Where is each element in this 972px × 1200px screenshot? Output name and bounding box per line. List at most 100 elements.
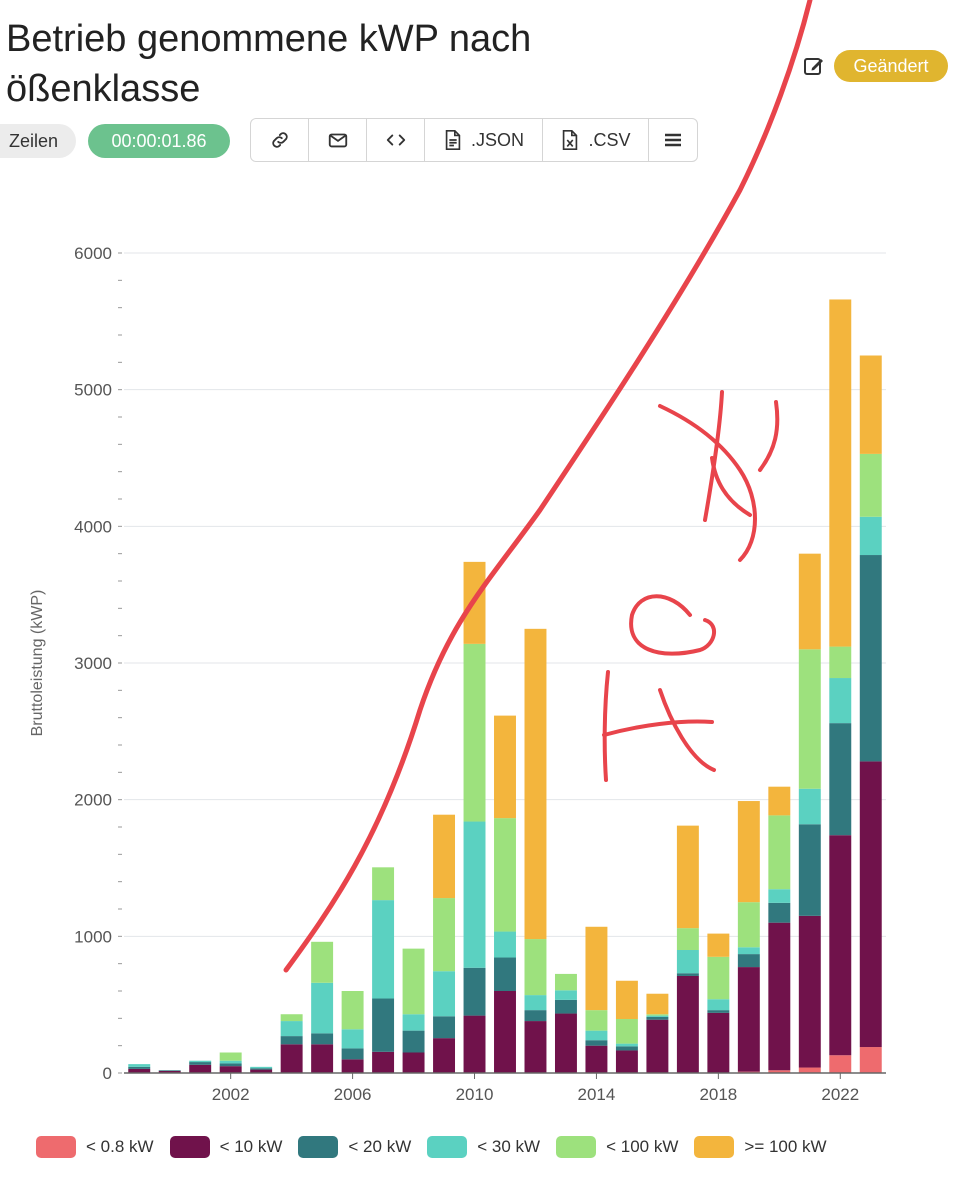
bar-segment[interactable]: [585, 1040, 608, 1046]
bar-segment[interactable]: [646, 993, 669, 1015]
bar-segment[interactable]: [341, 1048, 364, 1060]
bar-segment[interactable]: [676, 928, 699, 950]
bar-segment[interactable]: [676, 975, 699, 1073]
bar-segment[interactable]: [615, 1019, 638, 1044]
bar-segment[interactable]: [829, 1055, 852, 1073]
bar-segment[interactable]: [463, 821, 486, 968]
bar-segment[interactable]: [798, 649, 821, 789]
bar-segment[interactable]: [707, 999, 730, 1011]
bar-segment[interactable]: [676, 950, 699, 974]
bar-segment[interactable]: [433, 898, 456, 972]
bar-segment[interactable]: [524, 628, 547, 940]
bar-segment[interactable]: [494, 818, 516, 932]
bar-segment[interactable]: [402, 948, 425, 1015]
bar-segment[interactable]: [859, 516, 882, 556]
bar-segment[interactable]: [585, 1030, 608, 1041]
bar-segment[interactable]: [128, 1066, 151, 1069]
legend-item[interactable]: >= 100 kW: [694, 1136, 827, 1158]
bar-segment[interactable]: [433, 971, 456, 1017]
bar-segment[interactable]: [859, 761, 882, 1048]
bar-segment[interactable]: [433, 814, 456, 899]
bar-segment[interactable]: [829, 678, 852, 724]
bar-segment[interactable]: [768, 786, 791, 816]
bar-segment[interactable]: [280, 1021, 303, 1037]
bar-segment[interactable]: [311, 1033, 334, 1045]
bar-segment[interactable]: [311, 982, 334, 1034]
legend-item[interactable]: < 100 kW: [556, 1136, 678, 1158]
bar-segment[interactable]: [311, 941, 334, 983]
bar-segment[interactable]: [554, 973, 577, 991]
bar-segment[interactable]: [433, 1038, 456, 1073]
bar-segment[interactable]: [341, 991, 364, 1030]
bar-segment[interactable]: [463, 967, 486, 1016]
bar-segment[interactable]: [737, 954, 760, 968]
bar-segment[interactable]: [798, 788, 821, 825]
bar-segment[interactable]: [219, 1060, 242, 1064]
bar-segment[interactable]: [524, 995, 547, 1011]
bar-segment[interactable]: [128, 1064, 151, 1067]
bar-segment[interactable]: [798, 1067, 821, 1073]
bar-segment[interactable]: [859, 453, 882, 517]
bar-segment[interactable]: [554, 1013, 577, 1073]
bar-segment[interactable]: [737, 902, 760, 948]
bar-segment[interactable]: [494, 991, 516, 1073]
bar-segment[interactable]: [219, 1052, 242, 1061]
bar-segment[interactable]: [341, 1059, 364, 1073]
bar-segment[interactable]: [250, 1068, 273, 1070]
bar-segment[interactable]: [768, 815, 791, 890]
bar-segment[interactable]: [250, 1069, 273, 1073]
bar-segment[interactable]: [859, 1047, 882, 1073]
bar-segment[interactable]: [707, 1010, 730, 1013]
bar-segment[interactable]: [189, 1062, 212, 1065]
bar-segment[interactable]: [372, 900, 395, 999]
bar-segment[interactable]: [707, 933, 730, 957]
bar-segment[interactable]: [646, 1014, 669, 1016]
bar-segment[interactable]: [524, 1021, 547, 1073]
bar-segment[interactable]: [768, 922, 791, 1071]
bar-segment[interactable]: [737, 947, 760, 955]
bar-segment[interactable]: [737, 967, 760, 1072]
legend-item[interactable]: < 10 kW: [169, 1136, 282, 1158]
bar-segment[interactable]: [768, 902, 791, 923]
legend-item[interactable]: < 20 kW: [298, 1136, 411, 1158]
bar-segment[interactable]: [737, 801, 760, 903]
bar-segment[interactable]: [768, 889, 791, 903]
bar-segment[interactable]: [311, 1044, 334, 1073]
bar-segment[interactable]: [615, 1050, 638, 1073]
bar-segment[interactable]: [829, 646, 852, 679]
bar-segment[interactable]: [554, 990, 577, 1000]
bar-segment[interactable]: [463, 561, 486, 644]
bar-segment[interactable]: [189, 1060, 212, 1063]
bar-segment[interactable]: [676, 973, 699, 976]
bar-segment[interactable]: [280, 1044, 303, 1073]
bar-segment[interactable]: [524, 939, 547, 996]
bar-segment[interactable]: [463, 1015, 486, 1073]
bar-segment[interactable]: [707, 1012, 730, 1073]
bar-segment[interactable]: [494, 957, 516, 991]
bar-segment[interactable]: [798, 915, 821, 1068]
bar-segment[interactable]: [676, 825, 699, 929]
bar-segment[interactable]: [463, 643, 486, 822]
bar-segment[interactable]: [646, 1015, 669, 1017]
legend-item[interactable]: < 0.8 kW: [36, 1136, 154, 1158]
bar-segment[interactable]: [280, 1036, 303, 1045]
bar-segment[interactable]: [554, 999, 577, 1014]
bar-segment[interactable]: [768, 1070, 791, 1073]
bar-segment[interactable]: [646, 1016, 669, 1020]
bar-segment[interactable]: [524, 1010, 547, 1022]
bar-segment[interactable]: [829, 299, 852, 647]
bar-segment[interactable]: [585, 926, 608, 1011]
bar-segment[interactable]: [494, 931, 516, 958]
bar-segment[interactable]: [798, 553, 821, 650]
bar-segment[interactable]: [615, 1043, 638, 1047]
bar-segment[interactable]: [433, 1016, 456, 1039]
bar-segment[interactable]: [372, 998, 395, 1052]
bar-segment[interactable]: [219, 1066, 242, 1073]
bar-segment[interactable]: [798, 824, 821, 916]
bar-segment[interactable]: [250, 1066, 273, 1069]
bar-segment[interactable]: [402, 1014, 425, 1031]
bar-segment[interactable]: [158, 1070, 181, 1071]
bar-segment[interactable]: [494, 715, 516, 819]
bar-segment[interactable]: [707, 956, 730, 1000]
bar-segment[interactable]: [189, 1064, 212, 1073]
